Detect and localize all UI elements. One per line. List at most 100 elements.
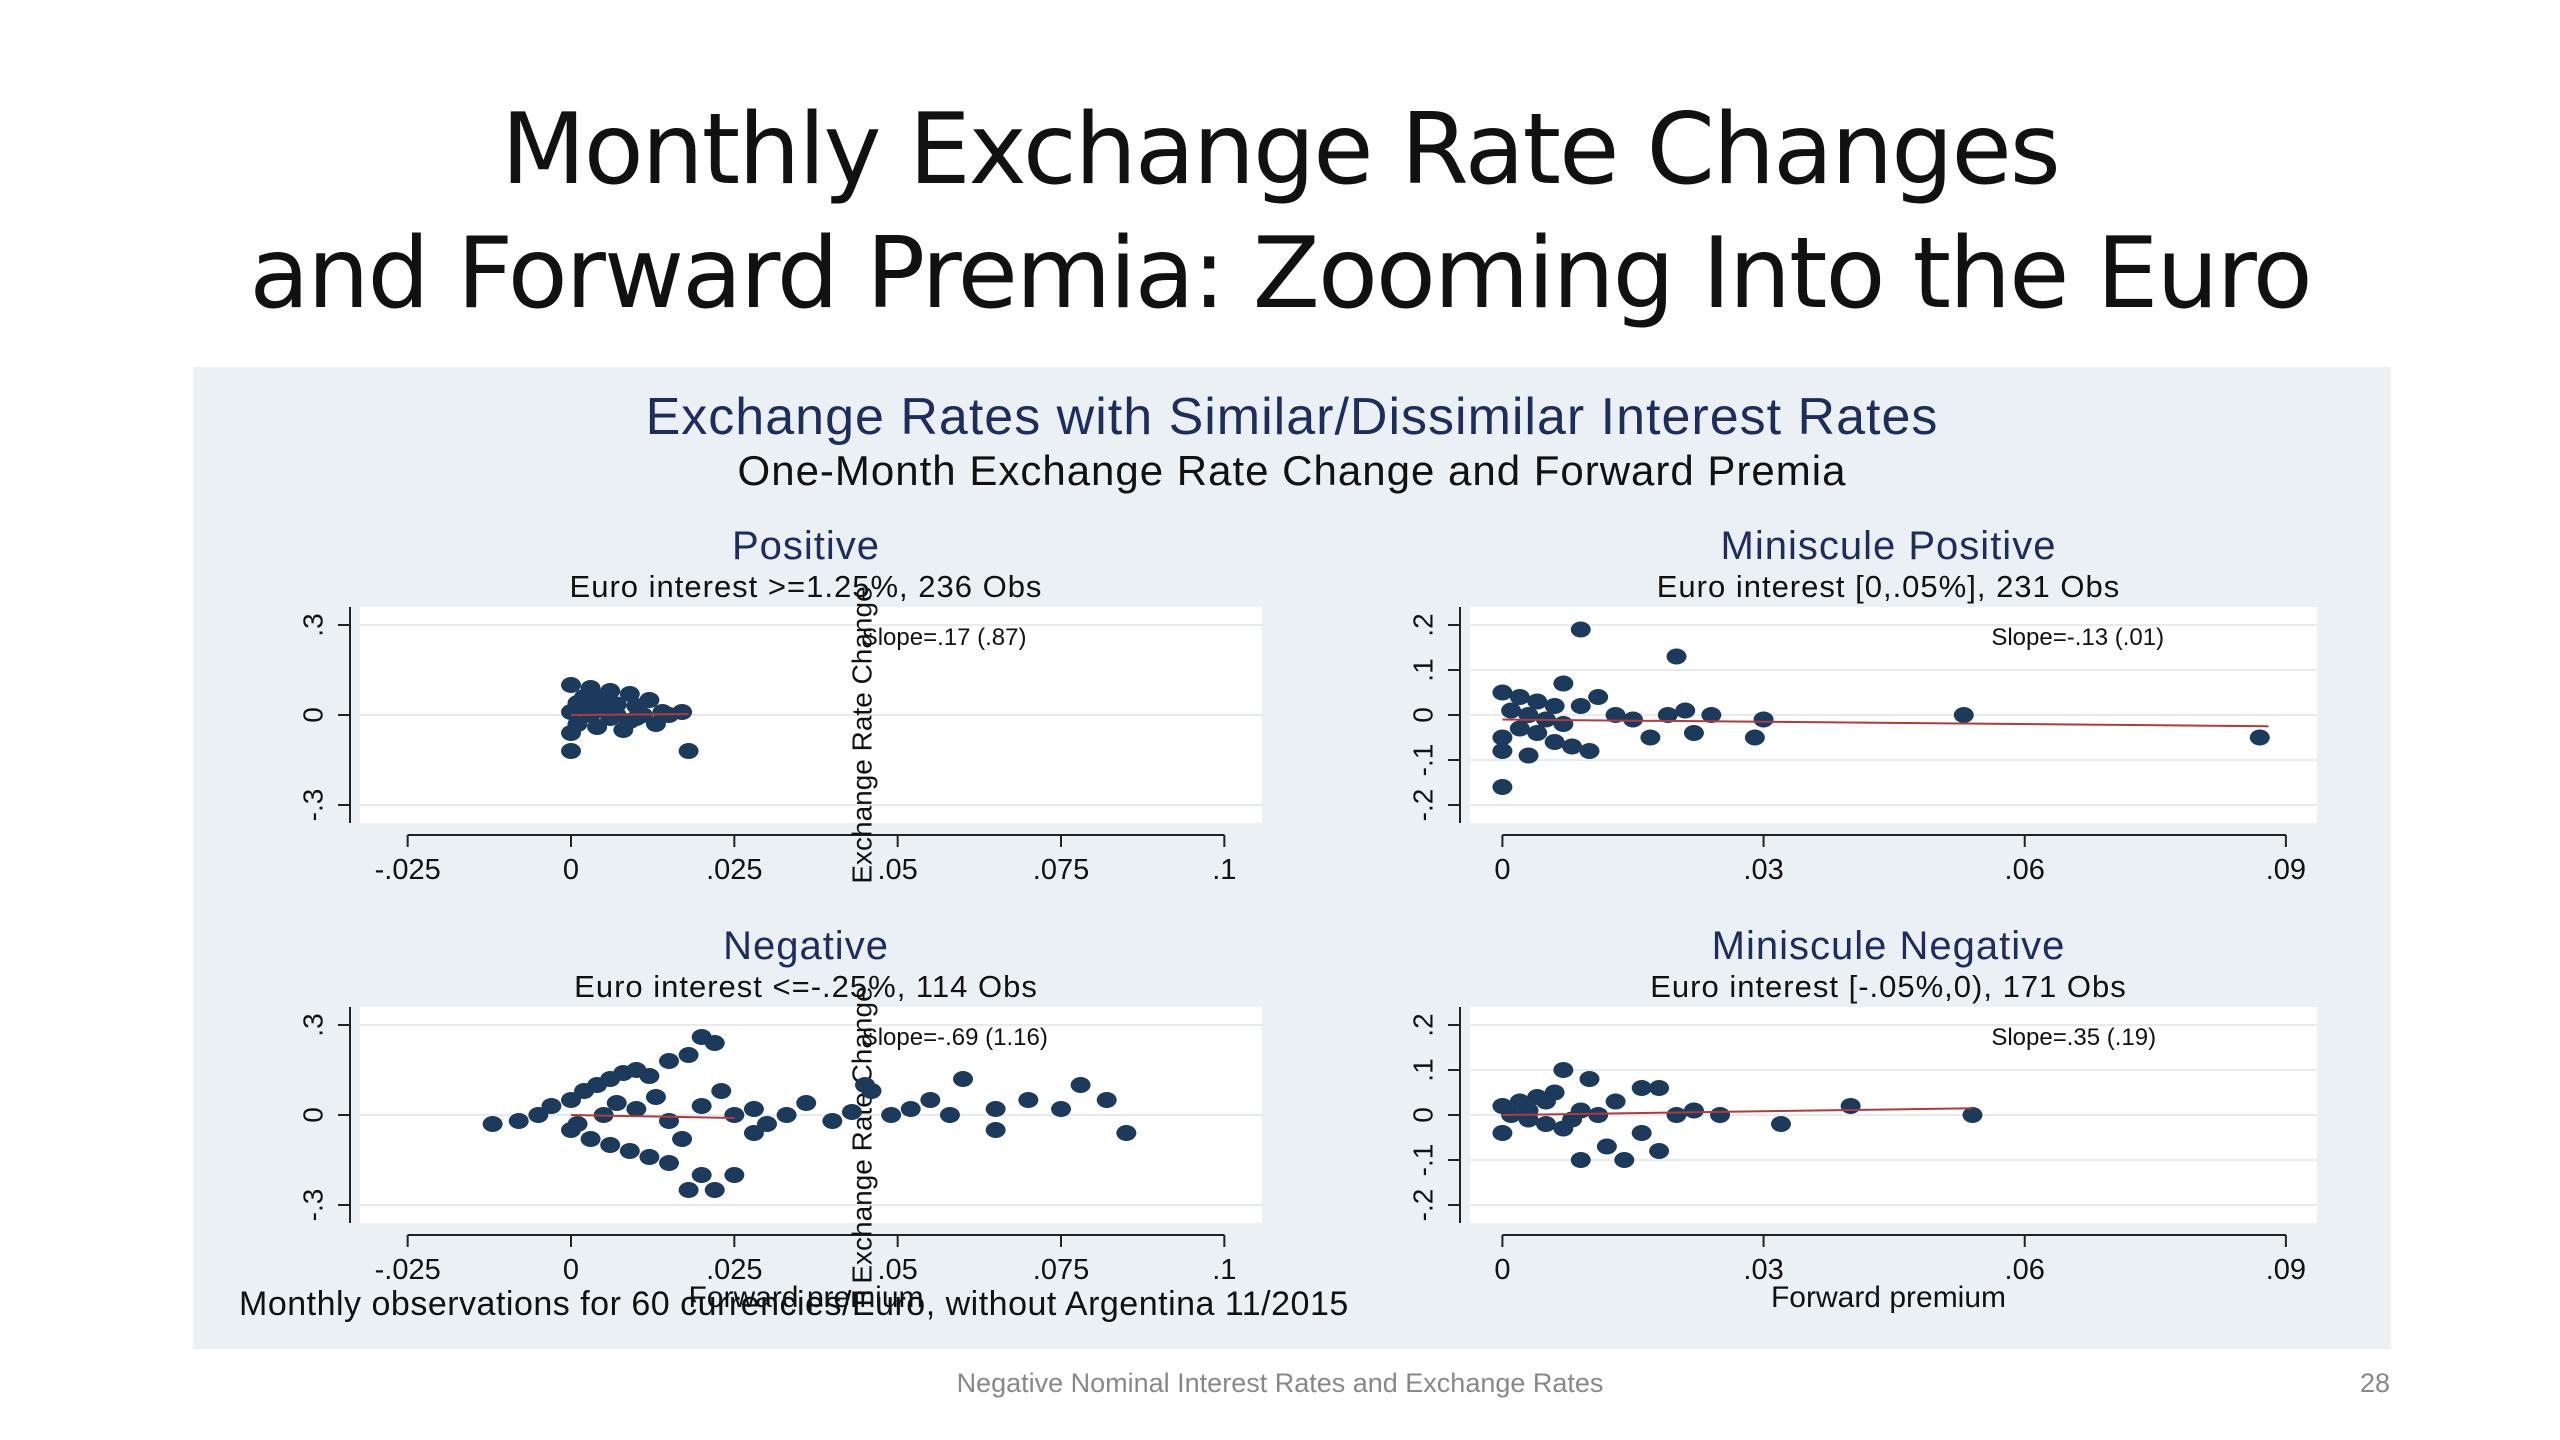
data-point: [645, 716, 666, 732]
figure-subtitle: One-Month Exchange Rate Change and Forwa…: [737, 447, 1847, 494]
data-point: [1657, 707, 1678, 723]
data-point: [1683, 725, 1704, 741]
data-point: [1579, 743, 1600, 759]
x-tick-label: -.025: [375, 854, 441, 886]
data-point: [619, 686, 640, 702]
data-point: [1562, 738, 1583, 755]
data-point: [953, 1071, 973, 1087]
panel-title: Positive: [732, 524, 880, 568]
data-point: [1535, 1116, 1556, 1132]
data-point: [659, 1053, 679, 1069]
y-tick-label: .2: [1407, 613, 1438, 636]
x-tick-label: .075: [1033, 1254, 1089, 1286]
data-point: [1753, 711, 1774, 728]
data-point: [1096, 1092, 1117, 1108]
data-point: [639, 692, 660, 708]
x-tick-label: .03: [1743, 854, 1783, 886]
data-point: [711, 1083, 732, 1099]
data-point: [639, 1068, 660, 1084]
panel-subtitle: Euro interest [-.05%,0), 171 Obs: [1650, 969, 2127, 1004]
x-axis-label: Forward premium: [1771, 1281, 2006, 1314]
data-point: [1588, 689, 1609, 705]
y-tick-label: -.1: [1407, 744, 1438, 777]
y-tick-label: 0: [297, 707, 328, 723]
data-point: [561, 743, 581, 759]
data-point: [1640, 729, 1661, 746]
data-point: [1962, 1107, 1983, 1123]
fit-line: [570, 713, 689, 716]
data-point: [561, 1092, 581, 1108]
data-point: [574, 701, 595, 717]
data-point: [1631, 1125, 1652, 1141]
data-point: [1492, 729, 1513, 746]
data-point: [1666, 1107, 1687, 1123]
data-point: [482, 1116, 503, 1132]
x-tick-label: .09: [2266, 854, 2306, 886]
x-tick-label: 0: [563, 854, 579, 886]
data-point: [528, 1107, 549, 1123]
data-point: [1509, 720, 1530, 737]
data-point: [1553, 675, 1574, 692]
data-point: [757, 1116, 777, 1132]
data-point: [1501, 702, 1522, 719]
data-point: [1570, 698, 1591, 714]
data-point: [626, 1101, 647, 1117]
x-tick-label: 0: [563, 1254, 579, 1286]
y-tick-label: -.3: [297, 789, 328, 822]
data-point: [1018, 1092, 1039, 1108]
slope-annotation: Slope=-.69 (1.16): [862, 1024, 1048, 1051]
y-tick-label: .1: [1407, 1058, 1438, 1081]
x-tick-label: .05: [878, 1254, 918, 1286]
data-point: [1605, 707, 1626, 723]
data-point: [1518, 747, 1539, 764]
x-tick-label: .03: [1743, 1254, 1783, 1286]
slide-title-line1: Monthly Exchange Rate Changes: [501, 93, 2061, 207]
data-point: [704, 1182, 725, 1198]
slide-title-line2: and Forward Premia: Zooming Into the Eur…: [249, 217, 2312, 331]
x-tick-label: .06: [2005, 1254, 2045, 1286]
data-point: [1953, 707, 1974, 723]
data-point: [508, 1113, 529, 1129]
data-point: [1710, 1107, 1731, 1123]
data-point: [724, 1167, 745, 1183]
figure-panel: Exchange Rates with Similar/Dissimilar I…: [193, 367, 2391, 1349]
panel-title: Miniscule Positive: [1721, 524, 2057, 568]
data-point: [855, 1077, 875, 1093]
data-point: [593, 689, 614, 705]
y-tick-label: .2: [1407, 1013, 1438, 1036]
data-point: [1553, 1062, 1574, 1078]
x-axis-label: Forward premium: [688, 1281, 923, 1314]
data-point: [678, 743, 699, 759]
data-point: [939, 1107, 960, 1123]
panel-title: Miniscule Negative: [1712, 924, 2066, 968]
panel-subtitle: Euro interest >=1.25%, 236 Obs: [570, 569, 1043, 604]
slide-title: Monthly Exchange Rate Changes and Forwar…: [0, 88, 2560, 336]
y-axis-label: Exchange Rate Change: [847, 986, 878, 1283]
slope-annotation: Slope=.35 (.19): [1991, 1024, 2156, 1051]
data-point: [1492, 1125, 1513, 1141]
data-point: [1544, 734, 1565, 750]
data-point: [1509, 689, 1530, 705]
data-point: [1553, 716, 1574, 732]
data-point: [561, 677, 581, 693]
data-point: [600, 1137, 621, 1153]
data-point: [561, 725, 581, 741]
data-point: [691, 1167, 712, 1183]
x-tick-label: .09: [2266, 1254, 2306, 1286]
data-point: [626, 710, 647, 726]
y-tick-label: .3: [297, 613, 328, 636]
data-point: [678, 1047, 699, 1063]
y-tick-label: .3: [297, 1013, 328, 1036]
data-point: [1840, 1098, 1861, 1114]
x-tick-label: .06: [2005, 854, 2045, 886]
data-point: [606, 1095, 627, 1111]
fit-line: [1502, 1107, 1973, 1116]
data-point: [796, 1095, 817, 1111]
y-axis-label: Exchange Rate Change: [847, 586, 878, 883]
data-point: [672, 704, 693, 720]
data-point: [985, 1101, 1006, 1117]
data-point: [1596, 1138, 1617, 1155]
